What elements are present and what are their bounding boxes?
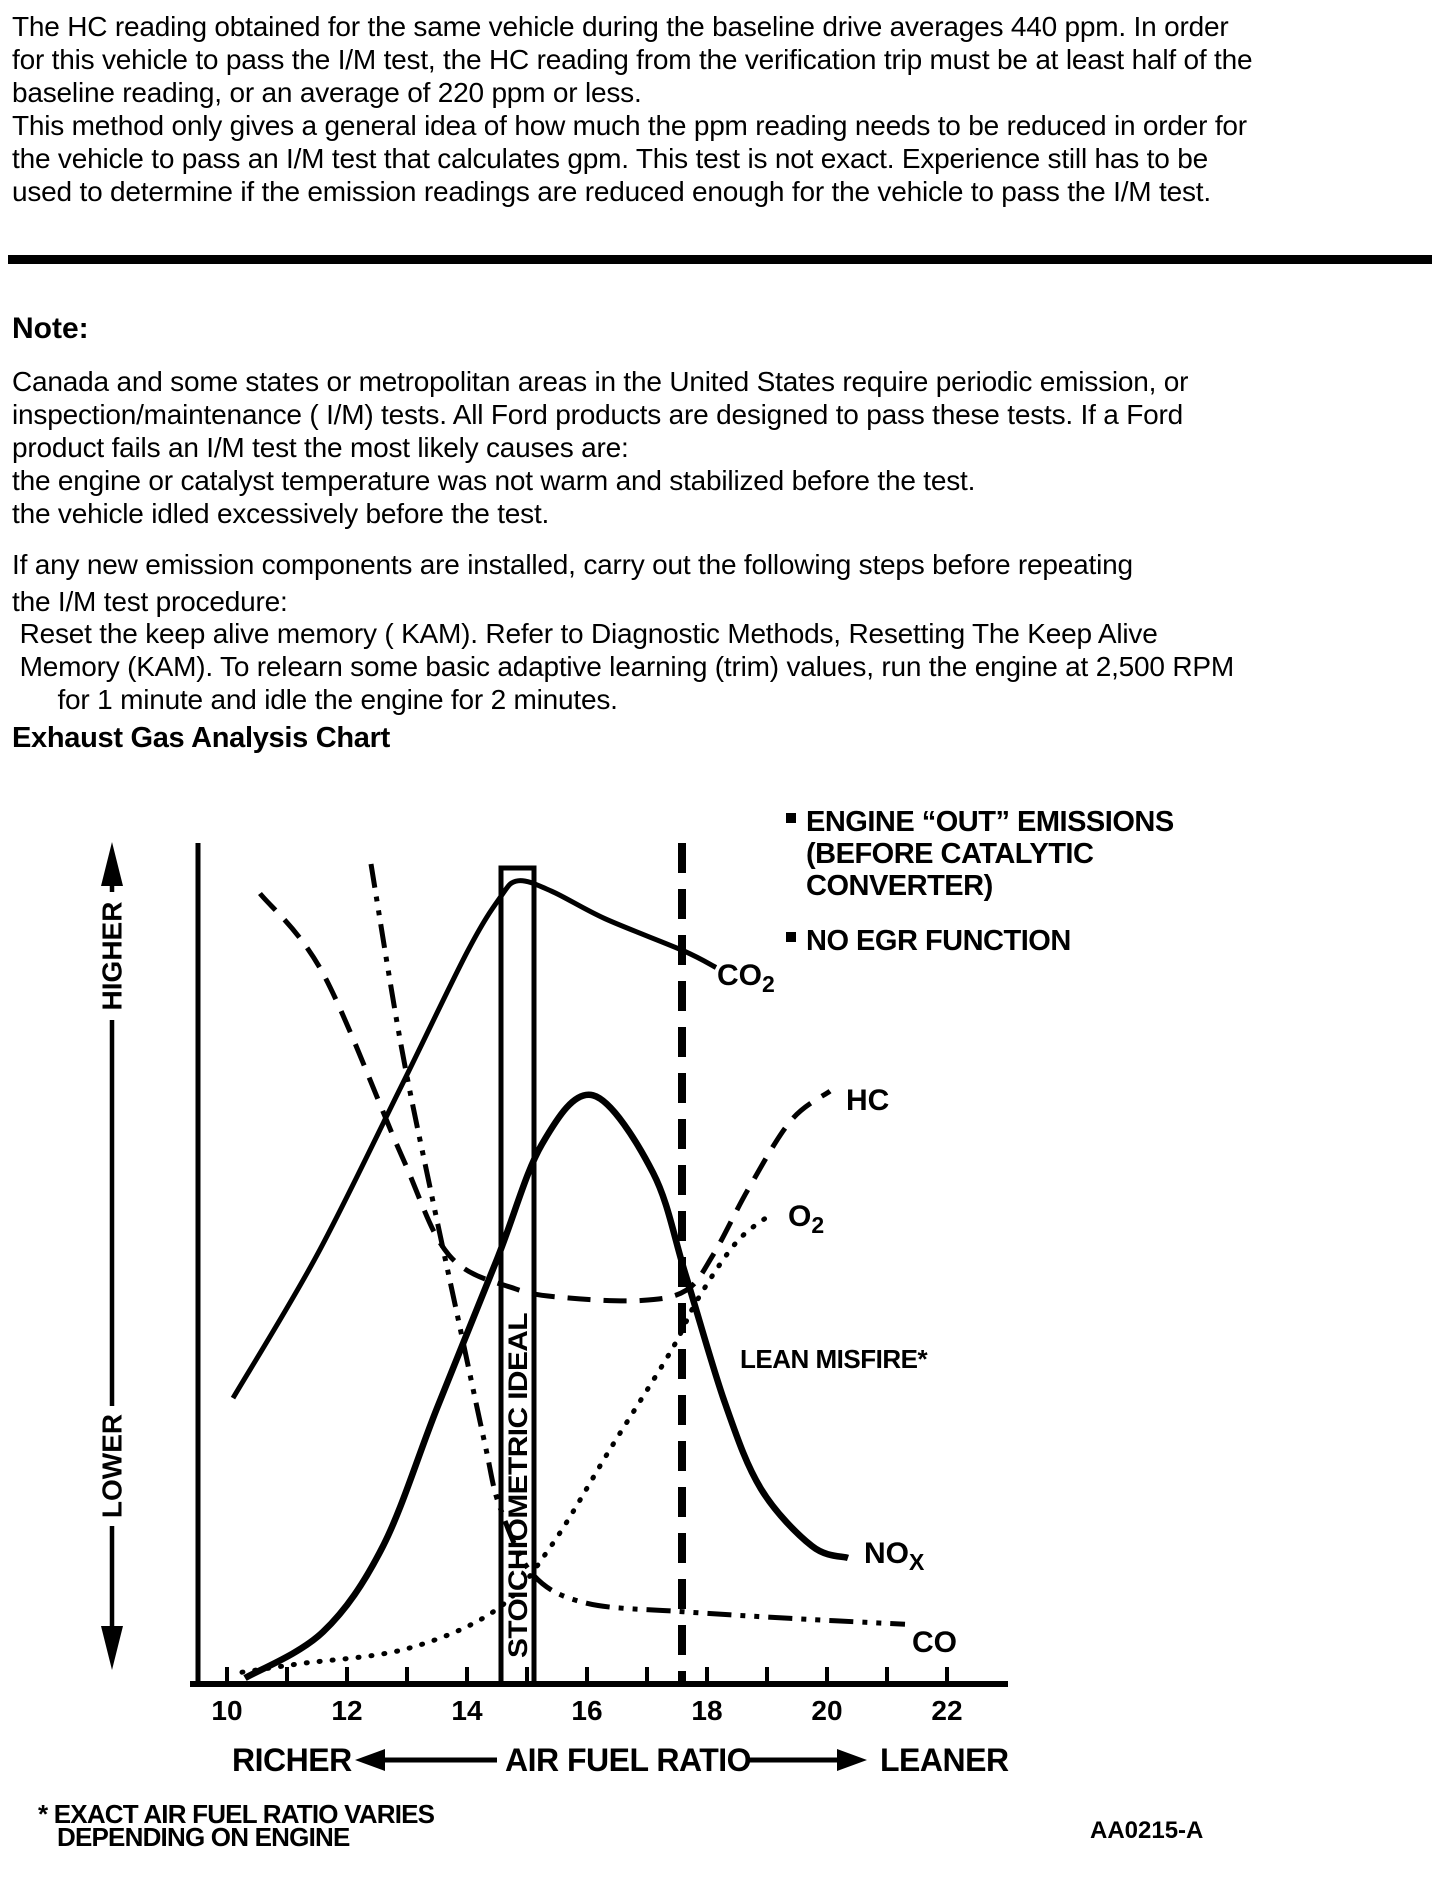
- o2-label: O2: [788, 1200, 824, 1238]
- arrow-right-icon: [837, 1749, 867, 1771]
- hc-label: HC: [846, 1084, 889, 1117]
- nox-label-sub: X: [909, 1549, 925, 1575]
- air-fuel-ratio-label: AIR FUEL RATIO: [505, 1742, 751, 1778]
- kam-line: for 1 minute and idle the engine for 2 m…: [12, 684, 618, 715]
- intro-line: for this vehicle to pass the I/M test, t…: [12, 44, 1253, 75]
- note-paragraph: Canada and some states or metropolitan a…: [12, 365, 1189, 530]
- y-axis-lower-label: LOWER: [97, 1414, 128, 1518]
- tick-label-16: 16: [571, 1695, 602, 1726]
- co2-label: CO2: [717, 959, 775, 997]
- tick-label-12: 12: [331, 1695, 362, 1726]
- note-line: the engine or catalyst temperature was n…: [12, 465, 976, 496]
- series-CO2-curve: [230, 878, 718, 1400]
- legend-item-1-line-1: ENGINE “OUT” EMISSIONS: [806, 806, 1174, 838]
- series-CO-curve: [368, 863, 906, 1627]
- note-line: Canada and some states or metropolitan a…: [12, 366, 1189, 397]
- note-line: the vehicle idled excessively before the…: [12, 498, 550, 529]
- x-axis-tick-labels: 10 12 14 16 18 20 22: [211, 1695, 962, 1726]
- arrow-up-icon: [101, 842, 123, 886]
- stoichiometric-label: STOICHIOMETRIC IDEAL: [503, 1313, 533, 1658]
- series-HC-curve: [258, 891, 832, 1304]
- emission-curves: [230, 863, 906, 1681]
- intro-line: This method only gives a general idea of…: [12, 110, 1247, 141]
- chart-legend: ENGINE “OUT” EMISSIONS (BEFORE CATALYTIC…: [786, 806, 1174, 957]
- figure-code: AA0215-A: [1090, 1817, 1203, 1844]
- o2-label-main: O: [788, 1200, 811, 1233]
- note-line: inspection/maintenance ( I/M) tests. All…: [12, 399, 1183, 430]
- curve-labels: CO2 HC O2 LEAN MISFIRE* NOX CO: [717, 959, 957, 1659]
- y-axis-higher-label: HIGHER: [97, 902, 128, 1011]
- bullet-icon: [786, 932, 796, 942]
- footnote-line-1: * EXACT AIR FUEL RATIO VARIES: [38, 1799, 435, 1829]
- co2-label-sub: 2: [762, 971, 775, 997]
- tick-label-18: 18: [691, 1695, 722, 1726]
- intro-paragraph: The HC reading obtained for the same veh…: [12, 10, 1253, 208]
- tick-label-10: 10: [211, 1695, 242, 1726]
- bullet-icon: [786, 813, 796, 823]
- legend-item-1-line-3: CONVERTER): [806, 870, 993, 902]
- stoichiometric-box: [498, 865, 537, 1687]
- section-divider: [8, 255, 1432, 264]
- intro-line: the vehicle to pass an I/M test that cal…: [12, 143, 1208, 174]
- legend-item-1-line-2: (BEFORE CATALYTIC: [806, 838, 1094, 870]
- label-backing: [93, 1406, 131, 1526]
- steps-line: If any new emission components are insta…: [12, 549, 1133, 580]
- stoichiometric-ideal-band: STOICHIOMETRIC IDEAL: [498, 865, 537, 1687]
- intro-line: used to determine if the emission readin…: [12, 176, 1211, 207]
- kam-line: Reset the keep alive memory ( KAM). Refe…: [12, 618, 1158, 649]
- arrow-left-icon: [355, 1749, 385, 1771]
- co-label: CO: [912, 1626, 957, 1659]
- steps-line: the I/M test procedure:: [12, 586, 288, 617]
- series-NOx-curve: [243, 1091, 850, 1681]
- steps-paragraph: If any new emission components are insta…: [12, 546, 1133, 620]
- y-axis-direction-arrow: HIGHER LOWER: [93, 842, 131, 1670]
- exhaust-gas-analysis-chart: ENGINE “OUT” EMISSIONS (BEFORE CATALYTIC…: [38, 806, 1203, 1852]
- x-axis-caption: RICHER AIR FUEL RATIO LEANER: [232, 1742, 1009, 1778]
- label-backing: [93, 892, 131, 1020]
- note-line: product fails an I/M test the most likel…: [12, 432, 629, 463]
- tick-label-20: 20: [811, 1695, 842, 1726]
- richer-label: RICHER: [232, 1742, 352, 1778]
- kam-paragraph: Reset the keep alive memory ( KAM). Refe…: [12, 617, 1235, 716]
- nox-label: NOX: [864, 1537, 925, 1575]
- tick-label-22: 22: [931, 1695, 962, 1726]
- nox-label-main: NO: [864, 1537, 909, 1570]
- intro-line: baseline reading, or an average of 220 p…: [12, 77, 642, 108]
- arrow-down-icon: [101, 1626, 123, 1670]
- chart-title: Exhaust Gas Analysis Chart: [12, 722, 390, 754]
- leaner-label: LEANER: [880, 1742, 1009, 1778]
- series-O2-curve: [239, 1210, 776, 1675]
- x-axis-ticks: [225, 1667, 949, 1684]
- chart-footnote: * EXACT AIR FUEL RATIO VARIES DEPENDING …: [38, 1799, 435, 1852]
- tick-label-14: 14: [451, 1695, 483, 1726]
- kam-line: Memory (KAM). To relearn some basic adap…: [12, 651, 1235, 682]
- co2-label-main: CO: [717, 959, 762, 992]
- lean-misfire-label: LEAN MISFIRE*: [740, 1344, 928, 1374]
- intro-line: The HC reading obtained for the same veh…: [12, 11, 1229, 42]
- footnote-line-2: DEPENDING ON ENGINE: [57, 1822, 350, 1852]
- legend-item-2: NO EGR FUNCTION: [806, 925, 1071, 957]
- note-heading: Note:: [12, 312, 89, 345]
- o2-label-sub: 2: [811, 1212, 824, 1238]
